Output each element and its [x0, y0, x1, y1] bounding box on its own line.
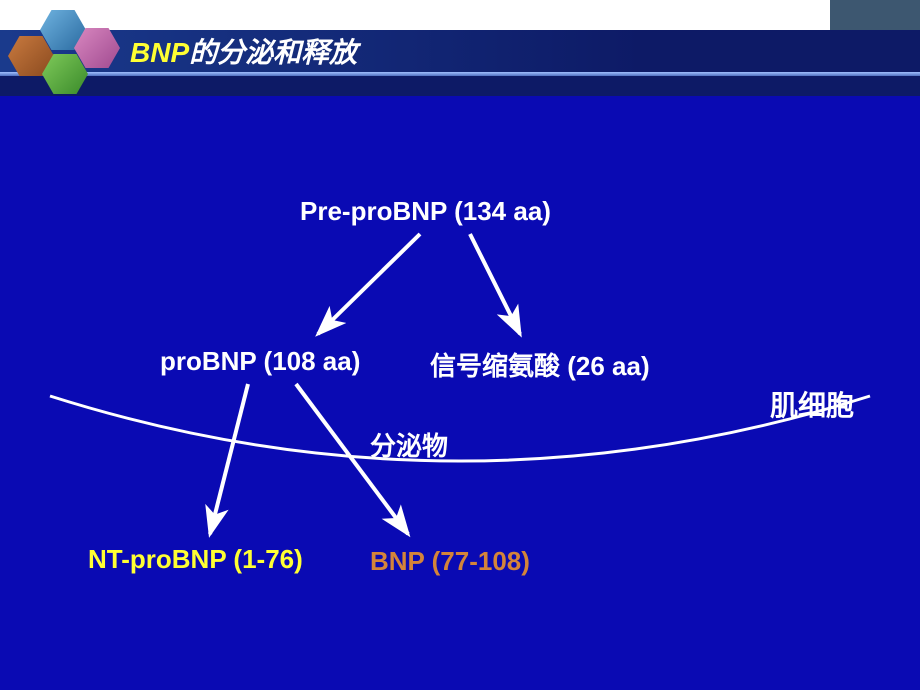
node-probnp: proBNP (108 aa) [160, 346, 360, 377]
header-bar: BNP的分泌和释放 [0, 0, 920, 96]
header-title-band: BNP的分泌和释放 [0, 30, 920, 72]
node-bnp: BNP (77-108) [370, 546, 530, 577]
node-nt-probnp: NT-proBNP (1-76) [88, 544, 303, 575]
title-en: BNP [130, 37, 189, 68]
header-underline [0, 72, 920, 76]
hex-icon-cluster [8, 8, 128, 96]
header-top-strip [0, 0, 920, 30]
node-signal: 信号缩氨酸 (26 aa) [430, 346, 650, 383]
title-cn: 的分泌和释放 [189, 37, 357, 68]
node-secretion: 分泌物 [370, 426, 448, 463]
diagram-area: Pre-proBNP (134 aa) proBNP (108 aa) 信号缩氨… [0, 96, 920, 690]
node-pre-probnp: Pre-proBNP (134 aa) [300, 196, 551, 227]
node-muscle: 肌细胞 [770, 384, 854, 424]
slide-title: BNP的分泌和释放 [130, 31, 357, 71]
